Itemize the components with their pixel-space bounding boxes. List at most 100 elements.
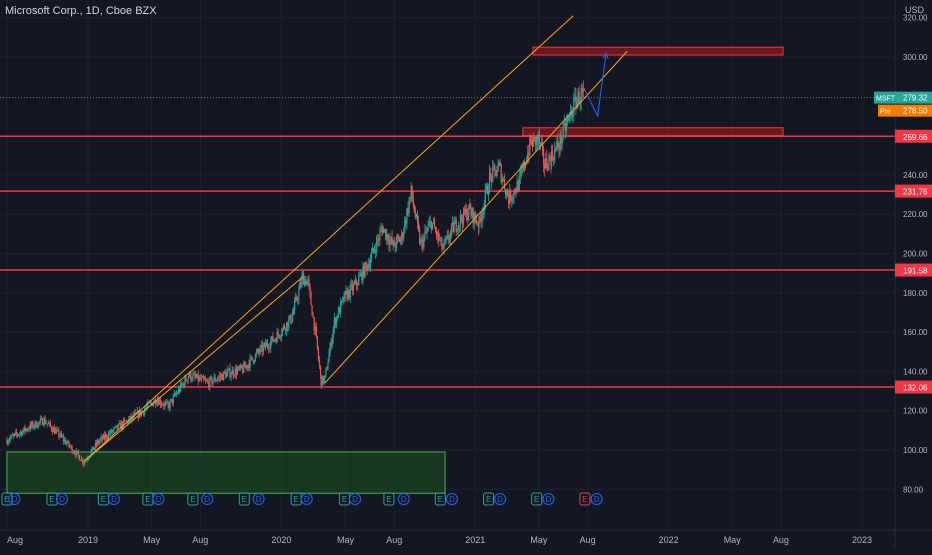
candle: [472, 206, 474, 229]
candle-body: [567, 116, 570, 120]
candle: [536, 134, 538, 152]
candle-body: [344, 291, 346, 302]
dividend-marker[interactable]: D: [349, 493, 362, 505]
marker-label: E: [101, 495, 106, 504]
candle-body: [482, 212, 484, 214]
candle-body: [495, 169, 497, 176]
candle-body: [341, 300, 343, 302]
candle: [520, 163, 522, 179]
candle-body: [308, 279, 310, 286]
earnings-badge: [1, 492, 13, 506]
candle-body: [44, 418, 46, 424]
earnings-badge: [434, 492, 446, 506]
dividend-marker[interactable]: D: [201, 493, 214, 505]
candle-body: [219, 375, 222, 378]
candle-body: [533, 136, 536, 138]
dividend-marker[interactable]: D: [494, 493, 507, 505]
candle: [431, 223, 433, 231]
candle: [574, 87, 576, 102]
dividend-marker[interactable]: D: [300, 493, 313, 505]
candle: [219, 371, 222, 382]
candle-body: [287, 322, 289, 328]
earnings-marker[interactable]: E: [383, 492, 395, 506]
candle: [526, 155, 528, 166]
earnings-marker[interactable]: E: [434, 492, 446, 506]
candle: [424, 224, 426, 242]
candle: [540, 135, 543, 146]
candle-body: [97, 440, 99, 444]
dividend-marker[interactable]: D: [590, 493, 603, 505]
earnings-marker[interactable]: E: [187, 492, 199, 506]
candle-body: [393, 240, 395, 246]
candle: [499, 158, 501, 167]
earnings-badge: [238, 492, 250, 506]
dividend-marker[interactable]: D: [152, 493, 165, 505]
earnings-marker[interactable]: E: [1, 492, 13, 506]
marker-label: D: [11, 495, 17, 504]
candle-body: [410, 185, 412, 197]
candle-body: [108, 433, 110, 439]
candle-body: [84, 460, 86, 464]
candle: [371, 242, 374, 254]
candle-body: [182, 383, 184, 385]
candle: [349, 281, 351, 303]
candle-body: [74, 453, 76, 456]
candle-body: [279, 336, 281, 338]
candle-body: [280, 333, 282, 337]
earnings-marker[interactable]: E: [579, 492, 591, 506]
candle-body: [536, 136, 538, 145]
candle-body: [454, 220, 456, 224]
candle-body: [73, 452, 75, 454]
candle: [454, 216, 456, 225]
candle: [315, 322, 317, 340]
earnings-marker[interactable]: E: [483, 492, 495, 506]
candle: [105, 433, 108, 442]
earnings-badge: [187, 492, 199, 506]
candle: [26, 427, 28, 432]
candle: [138, 406, 140, 419]
candle-body: [177, 388, 180, 394]
dividend-marker[interactable]: D: [252, 493, 265, 505]
dividend-marker[interactable]: D: [8, 493, 21, 505]
candle-body: [283, 325, 286, 329]
candle: [417, 215, 420, 233]
earnings-marker[interactable]: E: [238, 492, 250, 506]
candle-body: [402, 233, 404, 239]
candle: [164, 400, 166, 410]
candle-body: [185, 377, 187, 381]
candle-body: [166, 401, 168, 403]
candle-body: [485, 186, 487, 190]
candle-body: [342, 297, 344, 301]
candle: [581, 84, 583, 100]
candle-body: [174, 393, 177, 395]
candle: [110, 428, 112, 437]
candle-body: [155, 402, 157, 405]
earnings-marker[interactable]: E: [531, 492, 543, 506]
x-tick-label: Aug: [386, 535, 402, 545]
candle: [50, 425, 53, 433]
dividend-marker[interactable]: D: [542, 493, 555, 505]
candle-body: [437, 232, 439, 237]
candle: [388, 234, 390, 252]
candle-body: [469, 204, 471, 210]
candle-body: [369, 260, 371, 268]
y-tick-label: 140.00: [903, 367, 928, 376]
candle: [399, 236, 402, 245]
dividend-marker[interactable]: D: [445, 493, 458, 505]
candle: [234, 365, 236, 379]
dividend-marker[interactable]: D: [397, 493, 410, 505]
dividend-marker[interactable]: D: [56, 493, 69, 505]
dividend-marker[interactable]: D: [107, 493, 120, 505]
candle-body: [577, 91, 579, 101]
marker-label: E: [486, 495, 491, 504]
marker-label: E: [4, 495, 9, 504]
candle: [292, 306, 295, 316]
candle-body: [278, 334, 280, 338]
candle-body: [374, 250, 376, 251]
x-tick-label: May: [530, 535, 548, 545]
candle-body: [311, 305, 313, 317]
candle-body: [339, 307, 341, 314]
candle: [245, 361, 247, 370]
